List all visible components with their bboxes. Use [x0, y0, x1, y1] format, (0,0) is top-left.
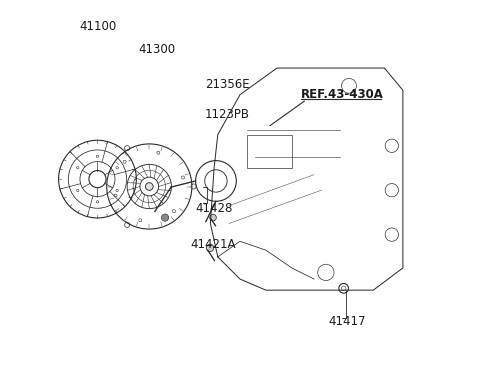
Text: 41417: 41417	[329, 315, 366, 328]
Text: 41421A: 41421A	[190, 238, 236, 251]
Circle shape	[161, 214, 168, 221]
Circle shape	[210, 214, 216, 221]
Circle shape	[145, 183, 153, 190]
Text: REF.43-430A: REF.43-430A	[301, 88, 384, 101]
Text: 41300: 41300	[138, 43, 175, 56]
Bar	[247, 135, 292, 168]
Text: 41428: 41428	[195, 203, 233, 216]
Text: 21356E: 21356E	[205, 78, 250, 91]
Circle shape	[206, 244, 214, 252]
Text: 41100: 41100	[79, 20, 116, 33]
Text: 1123PB: 1123PB	[205, 108, 250, 121]
